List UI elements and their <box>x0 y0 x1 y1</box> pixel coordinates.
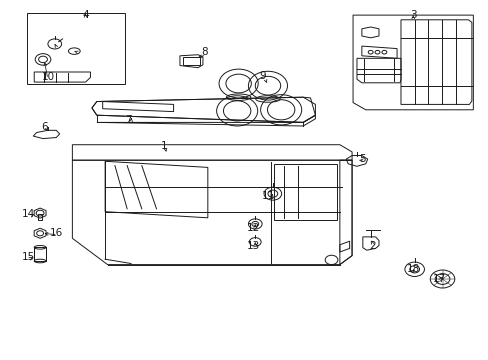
Bar <box>27 13 124 84</box>
Text: 1: 1 <box>160 141 167 151</box>
Bar <box>183 57 200 65</box>
Text: 7: 7 <box>124 114 131 125</box>
Text: 11: 11 <box>261 191 274 201</box>
Text: 3: 3 <box>409 10 416 20</box>
Bar <box>38 214 42 220</box>
Text: 10: 10 <box>41 72 54 82</box>
Text: 16: 16 <box>49 228 63 238</box>
Text: 4: 4 <box>82 10 89 20</box>
Text: 14: 14 <box>21 209 35 219</box>
Text: 5: 5 <box>359 154 366 164</box>
Bar <box>34 247 46 261</box>
Text: 2: 2 <box>368 240 375 251</box>
Text: 6: 6 <box>41 122 48 132</box>
Text: 9: 9 <box>259 71 266 81</box>
Text: 17: 17 <box>431 274 445 284</box>
Text: 13: 13 <box>246 240 260 251</box>
Text: 8: 8 <box>201 47 207 57</box>
Text: 12: 12 <box>246 222 260 233</box>
Text: 15: 15 <box>21 252 35 262</box>
Text: 18: 18 <box>406 264 419 274</box>
